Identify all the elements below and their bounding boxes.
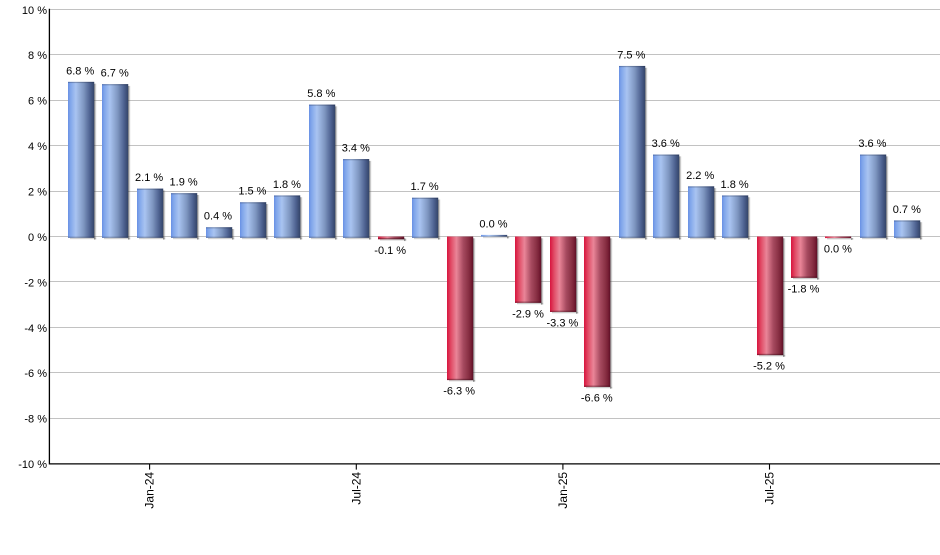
svg-text:Jul-25: Jul-25 <box>763 472 777 505</box>
svg-text:1.7 %: 1.7 % <box>411 181 439 193</box>
svg-text:8 %: 8 % <box>28 50 47 62</box>
svg-text:Jan-24: Jan-24 <box>143 472 157 509</box>
svg-text:-3.3 %: -3.3 % <box>547 318 579 330</box>
svg-text:10 %: 10 % <box>22 5 47 17</box>
svg-text:1.8 %: 1.8 % <box>273 179 301 191</box>
svg-text:-6.6 %: -6.6 % <box>581 393 613 405</box>
svg-text:Jan-25: Jan-25 <box>556 472 570 509</box>
svg-text:5.8 %: 5.8 % <box>307 88 335 100</box>
svg-text:6.7 %: 6.7 % <box>101 68 129 80</box>
svg-text:2.2 %: 2.2 % <box>686 170 714 182</box>
svg-text:0.7 %: 0.7 % <box>893 204 921 216</box>
svg-text:-0.1 %: -0.1 % <box>374 245 406 257</box>
svg-text:0.0 %: 0.0 % <box>824 244 852 256</box>
svg-text:1.9 %: 1.9 % <box>170 177 198 189</box>
svg-text:-6.3 %: -6.3 % <box>443 386 475 398</box>
svg-text:0.4 %: 0.4 % <box>204 211 232 223</box>
svg-text:-1.8 %: -1.8 % <box>788 284 820 296</box>
svg-text:-5.2 %: -5.2 % <box>753 361 785 373</box>
svg-text:0.0 %: 0.0 % <box>479 218 507 230</box>
svg-text:-6 %: -6 % <box>24 368 47 380</box>
svg-text:3.6 %: 3.6 % <box>858 138 886 150</box>
svg-text:6 %: 6 % <box>28 96 47 108</box>
svg-text:-2.9 %: -2.9 % <box>512 309 544 321</box>
svg-text:6.8 %: 6.8 % <box>66 65 94 77</box>
svg-text:Jul-24: Jul-24 <box>349 472 363 505</box>
svg-text:-2 %: -2 % <box>24 277 47 289</box>
svg-text:4 %: 4 % <box>28 141 47 153</box>
svg-text:1.8 %: 1.8 % <box>721 179 749 191</box>
svg-text:-10 %: -10 % <box>18 459 47 471</box>
svg-text:2.1 %: 2.1 % <box>135 172 163 184</box>
svg-text:3.6 %: 3.6 % <box>652 138 680 150</box>
svg-text:7.5 %: 7.5 % <box>617 50 645 62</box>
svg-text:-8 %: -8 % <box>24 414 47 426</box>
svg-text:-4 %: -4 % <box>24 323 47 335</box>
svg-text:0 %: 0 % <box>28 232 47 244</box>
svg-text:2 %: 2 % <box>28 187 47 199</box>
svg-text:1.5 %: 1.5 % <box>238 186 266 198</box>
svg-text:3.4 %: 3.4 % <box>342 143 370 155</box>
